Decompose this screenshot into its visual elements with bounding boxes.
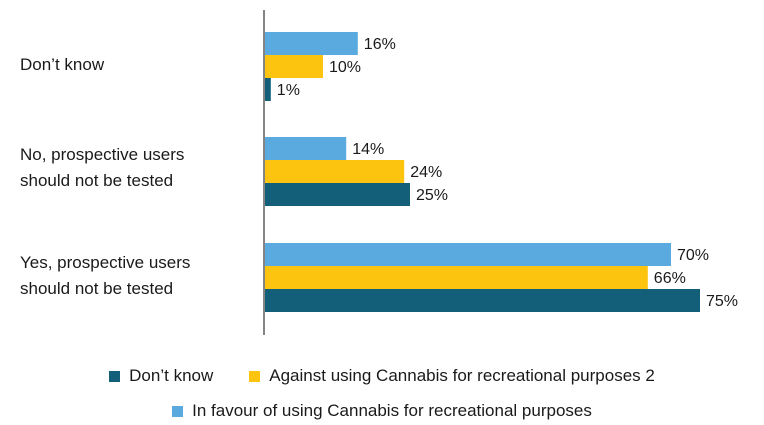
category-label: No, prospective users xyxy=(20,145,184,164)
data-label: 66% xyxy=(654,270,686,287)
data-label: 24% xyxy=(410,164,442,181)
legend-label-against: Against using Cannabis for recreational … xyxy=(269,366,655,385)
bar xyxy=(265,78,271,101)
legend-label-dont-know: Don’t know xyxy=(129,366,214,385)
data-label: 1% xyxy=(277,82,300,99)
value-labels: 16%10% 1% 14% 24% 25% 70% 66% 75% xyxy=(277,36,738,310)
data-label: 10% xyxy=(329,59,361,76)
data-label: 25% xyxy=(416,187,448,204)
data-label: 16% xyxy=(364,36,396,53)
data-label: 70% xyxy=(677,247,709,264)
legend-item-dont-know: Don’t know xyxy=(109,366,213,386)
category-label: should not be tested xyxy=(20,171,173,190)
bar xyxy=(265,266,648,289)
legend-label-in-favour: In favour of using Cannabis for recreati… xyxy=(192,401,592,420)
bar xyxy=(265,289,700,312)
bar-chart: Don’t know No, prospective users should no… xyxy=(20,10,738,335)
bar xyxy=(265,137,347,160)
legend-swatch-in-favour xyxy=(172,405,184,417)
legend-swatch-dont-know xyxy=(109,370,121,382)
legend-item-against: Against using Cannabis for recreational … xyxy=(249,366,655,386)
category-label: should not be tested xyxy=(20,279,173,298)
legend-item-in-favour: In favour of using Cannabis for recreati… xyxy=(172,401,592,421)
bar xyxy=(265,55,323,78)
category-label: Yes, prospective users xyxy=(20,253,190,272)
bars xyxy=(265,32,700,312)
legend-swatch-against xyxy=(249,370,261,382)
bar xyxy=(265,183,410,206)
legend-row-1: Don’t know Against using Cannabis for re… xyxy=(0,366,764,386)
category-label: Don’t know xyxy=(20,55,105,74)
bar xyxy=(265,243,671,266)
category-labels: Don’t know No, prospective users should no… xyxy=(20,55,190,298)
data-label: 14% xyxy=(352,141,384,158)
data-label: 75% xyxy=(706,293,738,310)
bar xyxy=(265,32,358,55)
legend-row-2: In favour of using Cannabis for recreati… xyxy=(0,401,764,421)
bar xyxy=(265,160,405,183)
